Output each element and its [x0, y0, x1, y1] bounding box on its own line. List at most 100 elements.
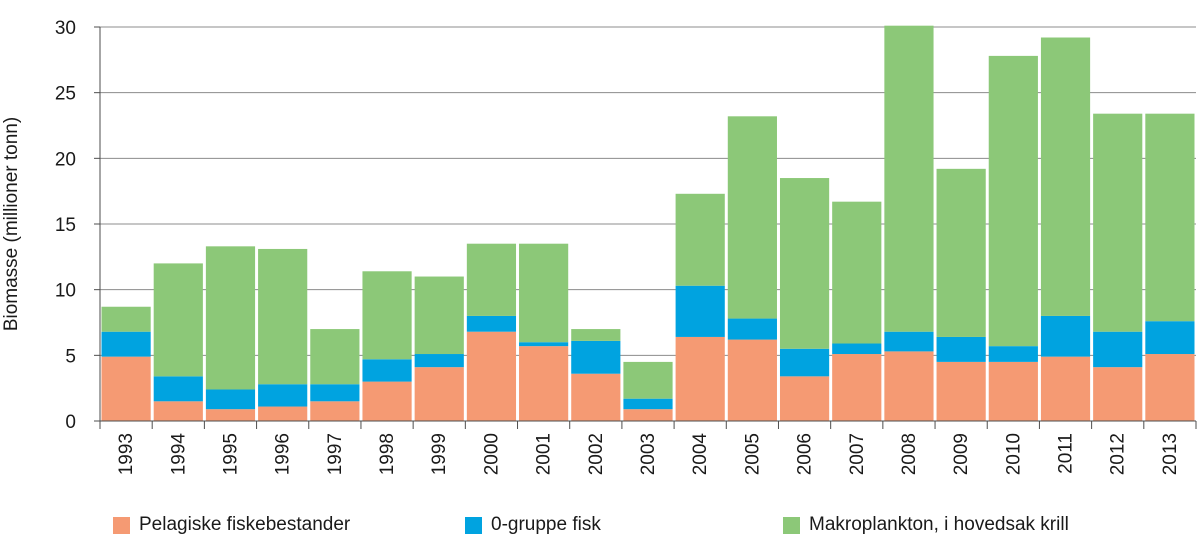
legend-swatch-0-gruppe	[465, 516, 482, 534]
y-tick-label: 10	[55, 281, 76, 302]
bar-2005-series-0	[727, 339, 777, 421]
x-tick-label-1998: 1998	[377, 433, 398, 475]
bar-2007-series-1	[832, 343, 882, 355]
bar-1995-series-0	[205, 409, 256, 421]
bar-2001-series-0	[519, 346, 569, 421]
y-tick-label: 0	[65, 412, 76, 433]
x-tick-label-2011: 2011	[1056, 433, 1077, 474]
bar-2006-series-2	[779, 178, 830, 349]
bar-2011-series-1	[1040, 315, 1091, 357]
bar-2000-series-1	[466, 315, 517, 332]
bar-2002-series-2	[571, 329, 621, 341]
bar-2011-series-2	[1040, 37, 1091, 316]
bar-1996-series-2	[258, 248, 308, 385]
bar-2006-series-1	[779, 348, 830, 377]
y-tick-label: 5	[65, 346, 76, 367]
bar-2006-series-0	[779, 376, 830, 421]
bar-1993-series-0	[101, 356, 151, 421]
legend-item-pelagiske: Pelagiske fiskebestander	[113, 514, 350, 536]
bar-2009-series-2	[936, 168, 986, 337]
bar-1998-series-0	[362, 381, 412, 421]
bar-2005-series-2	[727, 116, 777, 319]
x-tick-label-1995: 1995	[220, 433, 241, 475]
x-tick-label-2006: 2006	[795, 433, 816, 475]
bar-2003-series-1	[623, 398, 673, 410]
bar-2000-series-2	[466, 243, 517, 316]
bar-2009-series-0	[936, 361, 986, 421]
bar-2012-series-1	[1093, 331, 1143, 368]
bar-2000-series-0	[466, 331, 517, 421]
legend-label-0-gruppe: 0-gruppe fisk	[491, 514, 601, 535]
bar-2008-series-0	[884, 351, 934, 421]
bar-2004-series-2	[675, 193, 725, 286]
bar-2007-series-0	[832, 354, 882, 421]
bar-1994-series-2	[153, 263, 203, 377]
legend-swatch-makroplankton	[783, 516, 800, 534]
y-tick-label: 15	[55, 215, 76, 236]
x-tick-label-2010: 2010	[1003, 433, 1024, 475]
x-tick-label-2007: 2007	[847, 433, 868, 475]
bar-2002-series-0	[571, 373, 621, 421]
x-tick-label-2012: 2012	[1108, 433, 1129, 475]
bar-1996-series-0	[258, 406, 308, 421]
x-tick-label-2001: 2001	[534, 433, 555, 475]
bar-2013-series-0	[1145, 354, 1195, 421]
bar-2004-series-1	[675, 285, 725, 337]
bar-1999-series-2	[414, 276, 464, 355]
y-axis-title: Biomasse (millioner tonn)	[1, 117, 22, 331]
legend-label-makroplankton: Makroplankton, i hovedsak krill	[809, 514, 1069, 535]
bar-2012-series-0	[1093, 367, 1143, 421]
bar-1994-series-0	[153, 401, 203, 421]
bar-2010-series-0	[988, 361, 1038, 421]
x-tick-label-2005: 2005	[742, 433, 763, 475]
bar-2012-series-2	[1093, 113, 1143, 332]
bar-2003-series-0	[623, 409, 673, 421]
bar-2010-series-1	[988, 346, 1038, 362]
bar-1995-series-2	[205, 246, 256, 390]
bar-2008-series-2	[884, 25, 934, 332]
bar-1998-series-2	[362, 271, 412, 360]
y-tick-label: 25	[55, 84, 76, 105]
legend-swatch-pelagiske	[113, 516, 130, 534]
bar-1997-series-1	[310, 384, 360, 402]
bar-2003-series-2	[623, 361, 673, 399]
bar-1994-series-1	[153, 376, 203, 402]
bar-1993-series-2	[101, 306, 151, 332]
bar-2001-series-1	[519, 342, 569, 347]
bar-1993-series-1	[101, 331, 151, 357]
bar-1995-series-1	[205, 389, 256, 410]
bar-2004-series-0	[675, 336, 725, 421]
x-tick-label-1996: 1996	[273, 433, 294, 475]
x-tick-label-2008: 2008	[899, 433, 920, 475]
bar-1999-series-1	[414, 354, 464, 368]
y-tick-label: 30	[55, 18, 76, 39]
y-tick-label: 20	[55, 149, 76, 170]
bar-2009-series-1	[936, 336, 986, 362]
legend: Pelagiske fiskebestander 0-gruppe fisk M…	[0, 514, 1200, 544]
legend-label-pelagiske: Pelagiske fiskebestander	[139, 514, 351, 535]
bar-2013-series-2	[1145, 113, 1195, 322]
x-tick-label-2003: 2003	[638, 433, 659, 475]
bar-1997-series-2	[310, 329, 360, 385]
bars	[101, 25, 1195, 421]
bar-1996-series-1	[258, 384, 308, 407]
bar-2007-series-2	[832, 201, 882, 344]
legend-item-makroplankton: Makroplankton, i hovedsak krill	[783, 514, 1069, 536]
x-tick-labels: 1993 1994 1995 1996 1997 1998 1999 2000 2001 2002…	[116, 433, 1181, 476]
x-tick-label-1993: 1993	[116, 433, 137, 475]
y-tick-labels: 0 5 10 15 20 25 30	[55, 18, 76, 433]
bar-2002-series-1	[571, 340, 621, 374]
x-tick-label-2013: 2013	[1160, 433, 1181, 475]
bar-2010-series-2	[988, 55, 1038, 347]
bar-2011-series-0	[1040, 356, 1091, 421]
bar-1997-series-0	[310, 401, 360, 421]
legend-item-0-gruppe: 0-gruppe fisk	[465, 514, 601, 536]
axes	[94, 26, 1197, 429]
x-tick-label-1999: 1999	[429, 433, 450, 475]
x-tick-label-2009: 2009	[951, 433, 972, 475]
x-tick-label-1994: 1994	[168, 433, 189, 476]
bar-2008-series-1	[884, 331, 934, 352]
bar-2005-series-1	[727, 318, 777, 340]
x-tick-label-2000: 2000	[481, 433, 502, 475]
